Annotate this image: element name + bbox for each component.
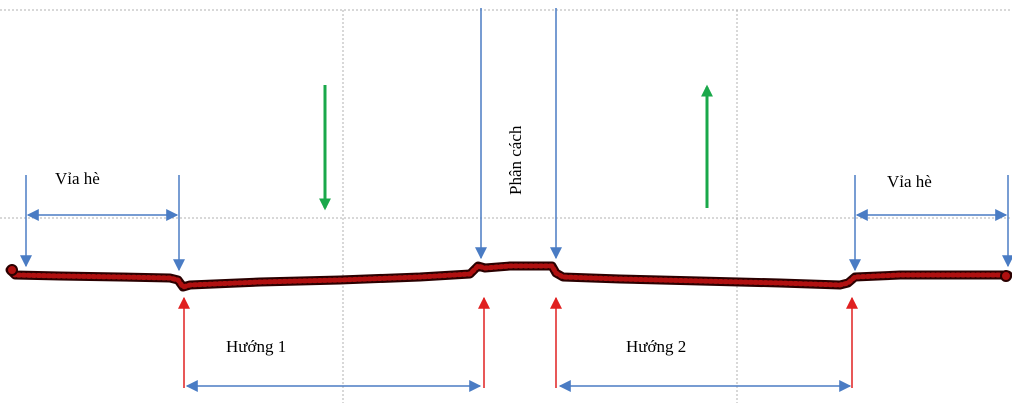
gridlines: [0, 9, 1012, 403]
label-separator: Phân cách: [506, 125, 525, 195]
road-profile: [5, 261, 1012, 292]
blue-dimension-arrows: [26, 209, 1008, 392]
road-profile-fill: [7, 263, 1011, 290]
label-sidewalk-right: Vỉa hè: [887, 172, 932, 191]
label-sidewalk-left: Vỉa hè: [55, 169, 100, 188]
profile-end-left: [6, 264, 18, 276]
profile-end-right: [1000, 270, 1012, 282]
blue-boundary-arrows: [20, 8, 1012, 272]
label-direction-2: Hướng 2: [626, 337, 686, 356]
label-direction-1: Hướng 1: [226, 337, 286, 356]
red-boundary-arrows: [178, 296, 858, 388]
traffic-direction-arrows: [319, 84, 713, 211]
